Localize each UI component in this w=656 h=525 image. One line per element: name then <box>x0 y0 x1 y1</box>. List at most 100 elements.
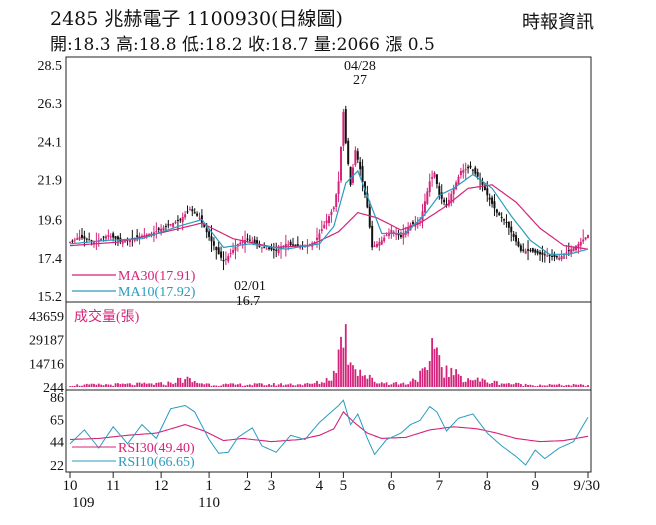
volume-bar <box>234 384 237 387</box>
low-date-label: 02/01 <box>234 279 266 294</box>
volume-bar <box>342 347 345 387</box>
volume-bar <box>512 384 515 387</box>
candle-body <box>577 243 580 249</box>
volume-bar <box>515 382 517 387</box>
volume-bar <box>275 385 278 387</box>
candle-body <box>109 236 112 238</box>
candle-body <box>510 226 513 233</box>
volume-bar <box>479 381 481 387</box>
candle-body <box>546 255 549 257</box>
volume-bar <box>476 377 479 387</box>
candle-body <box>246 238 249 240</box>
volume-bar <box>546 385 549 387</box>
volume-bar <box>584 386 587 387</box>
volume-bar <box>299 384 302 387</box>
candle-body <box>191 209 194 212</box>
volume-bar <box>129 383 131 387</box>
volume-bar <box>366 378 369 387</box>
candle-body <box>342 111 345 146</box>
volume-bar <box>71 385 74 387</box>
high-date-label: 04/28 <box>344 59 376 74</box>
month-label: 9/30 <box>573 478 600 494</box>
candle-body <box>452 188 455 194</box>
legend-label: MA10(17.92) <box>118 285 196 300</box>
candle-body <box>534 249 537 253</box>
candle-body <box>73 239 76 241</box>
candle-body <box>397 233 400 236</box>
candle-body <box>184 214 187 218</box>
candle-body <box>431 177 434 179</box>
volume-bar <box>469 379 472 387</box>
candle-body <box>92 242 95 245</box>
volume-bar <box>335 373 338 387</box>
candle-body <box>282 245 285 247</box>
volume-bar <box>553 384 556 387</box>
volume-bar <box>191 382 194 387</box>
volume-bar <box>368 374 371 387</box>
volume-bar <box>522 385 525 387</box>
candle-body <box>587 235 589 238</box>
candle-body <box>299 247 302 249</box>
volume-bar <box>462 382 465 387</box>
candle-body <box>277 249 280 254</box>
candle-body <box>107 235 110 237</box>
low-value-label: 16.7 <box>236 294 261 309</box>
price-panel-frame <box>65 56 592 303</box>
candle-body <box>143 235 146 237</box>
volume-bar <box>265 385 268 387</box>
volume-bar <box>198 383 201 387</box>
candle-body <box>248 239 251 241</box>
candle-body <box>572 247 575 252</box>
candle-body <box>570 249 573 254</box>
volume-bar <box>306 382 309 387</box>
volume-bar <box>582 384 585 387</box>
volume-bar <box>88 384 91 387</box>
candle-body <box>287 244 290 246</box>
candle-body <box>426 191 429 204</box>
volume-bar <box>440 367 443 387</box>
volume-bar <box>567 384 570 387</box>
candle-body <box>289 241 292 246</box>
volume-bar <box>416 381 419 387</box>
volume-bar <box>558 383 561 387</box>
candle-body <box>80 234 83 238</box>
volume-bar <box>498 384 501 387</box>
candle-body <box>438 185 441 196</box>
candle-body <box>323 224 326 229</box>
volume-bar <box>519 384 522 387</box>
candle-body <box>258 245 261 247</box>
volume-bar <box>90 383 93 387</box>
volume-bar <box>433 348 436 387</box>
volume-bar <box>481 378 484 387</box>
rsi10-line <box>69 399 589 466</box>
volume-bar <box>412 378 414 387</box>
volume-bar <box>112 385 115 387</box>
volume-bar <box>409 381 412 387</box>
volume-bar <box>109 384 112 387</box>
price-tick-label: 19.6 <box>38 214 63 229</box>
volume-bar <box>215 385 218 387</box>
volume-bar <box>304 383 306 387</box>
candle-body <box>241 241 244 243</box>
candle-body <box>244 239 247 245</box>
candle-body <box>354 150 357 166</box>
candle-body <box>150 233 153 235</box>
candle-body <box>500 216 503 218</box>
volume-bar <box>328 380 330 387</box>
candle-body <box>284 243 287 248</box>
candle-body <box>548 254 551 257</box>
candle-body <box>251 241 254 243</box>
volume-bar <box>282 385 285 387</box>
candle-body <box>234 246 237 251</box>
candle-body <box>263 247 266 249</box>
volume-bar <box>385 382 388 387</box>
candle-body <box>265 248 268 250</box>
candle-body <box>316 237 319 240</box>
volume-bar <box>105 384 107 387</box>
volume-bar <box>426 370 429 387</box>
volume-bar <box>95 384 98 387</box>
candle-body <box>256 240 259 245</box>
volume-bar <box>330 380 333 387</box>
candle-body <box>519 245 522 251</box>
volume-bar <box>222 384 225 387</box>
